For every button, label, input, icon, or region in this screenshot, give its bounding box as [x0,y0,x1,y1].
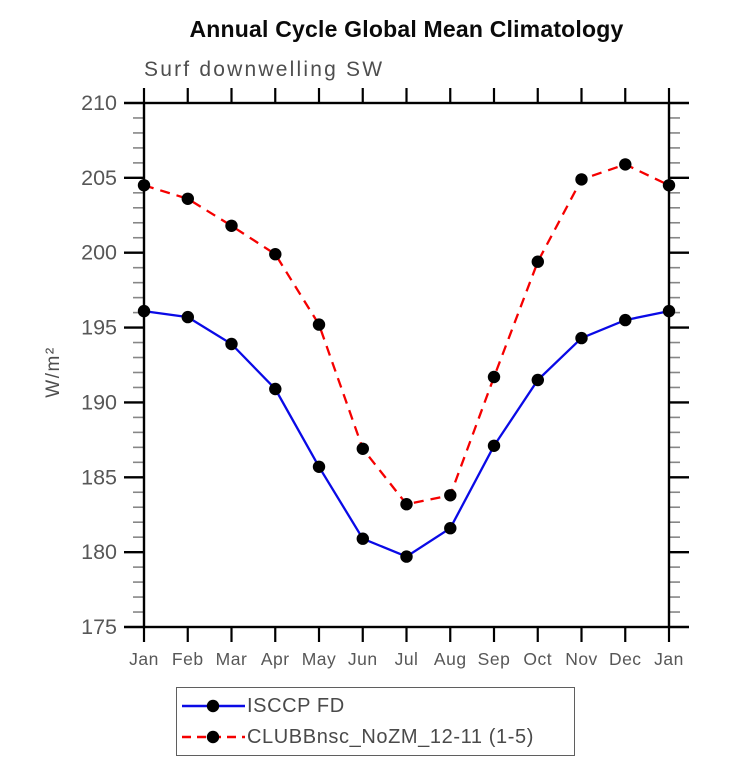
y-tick-label: 205 [81,166,117,190]
series-line-0 [143,309,670,558]
data-point-1-Dec [619,158,632,171]
data-point-1-Nov [575,173,588,186]
x-tick-label: Oct [523,649,552,669]
data-point-0-Nov [575,331,588,345]
data-point-1-Jul [400,498,413,511]
y-tick-label: 195 [81,316,117,340]
data-point-0-Apr [269,382,282,396]
y-tick-label: 190 [81,390,117,414]
data-point-0-Jul [400,550,413,563]
legend-sample-dashed-line [182,730,245,744]
data-point-0-Mar [225,337,238,351]
legend-marker-dot [206,730,220,744]
data-point-0-Feb [181,310,194,324]
plot-frame [142,101,671,629]
y-tick-label: 180 [81,540,117,564]
legend-item-series-0: ISCCP FD [180,693,574,719]
x-tick-label: Feb [172,649,204,669]
x-tick-label: Mar [216,649,248,669]
legend-label-series-1: CLUBBnsc_NoZM_12-11 (1-5) [247,725,534,748]
legend-item-series-1: CLUBBnsc_NoZM_12-11 (1-5) [180,724,574,750]
data-point-0-Sep [487,439,501,452]
data-point-0-Aug [444,522,457,535]
y-tick-label: 210 [81,91,117,115]
data-point-0-Jan [662,304,676,318]
data-point-0-Dec [619,313,632,327]
x-tick-label: Jan [654,649,684,669]
x-tick-label: Apr [261,649,290,669]
data-point-1-Jun [356,442,369,455]
data-point-1-Sep [487,370,501,384]
chart-title: Annual Cycle Global Mean Climatology [189,16,624,42]
legend-marker-dot [206,699,220,713]
data-point-0-Jun [356,532,369,545]
x-tick-label: Nov [565,649,598,669]
chart-subtitle: Surf downwelling SW [144,58,385,81]
data-point-1-Oct [531,255,544,268]
x-tick-label: Jun [348,649,378,669]
data-point-1-Jan [662,179,676,192]
legend-sample-solid-line [182,699,245,713]
x-tick-label: Dec [609,649,642,669]
x-tick-label: May [302,649,337,669]
y-tick-label: 185 [81,465,117,489]
x-tick-label: Jan [129,649,159,669]
legend-label-series-0: ISCCP FD [247,694,345,717]
x-tick-label: Sep [478,649,511,669]
y-tick-label: 200 [81,241,117,265]
data-point-1-Mar [225,219,238,232]
data-point-1-Apr [269,248,282,261]
data-point-0-May [312,460,326,473]
x-tick-label: Jul [395,649,419,669]
data-point-1-Feb [181,192,194,205]
data-point-1-Jan [137,179,151,192]
legend: ISCCP FD CLUBBnsc_NoZM_12-11 (1-5) [176,687,575,756]
data-point-0-Oct [531,373,544,387]
y-tick-label: 175 [81,615,117,639]
data-point-1-Aug [444,489,457,502]
x-tick-label: Aug [434,649,467,669]
data-point-1-May [312,318,326,331]
data-point-0-Jan [137,304,151,318]
